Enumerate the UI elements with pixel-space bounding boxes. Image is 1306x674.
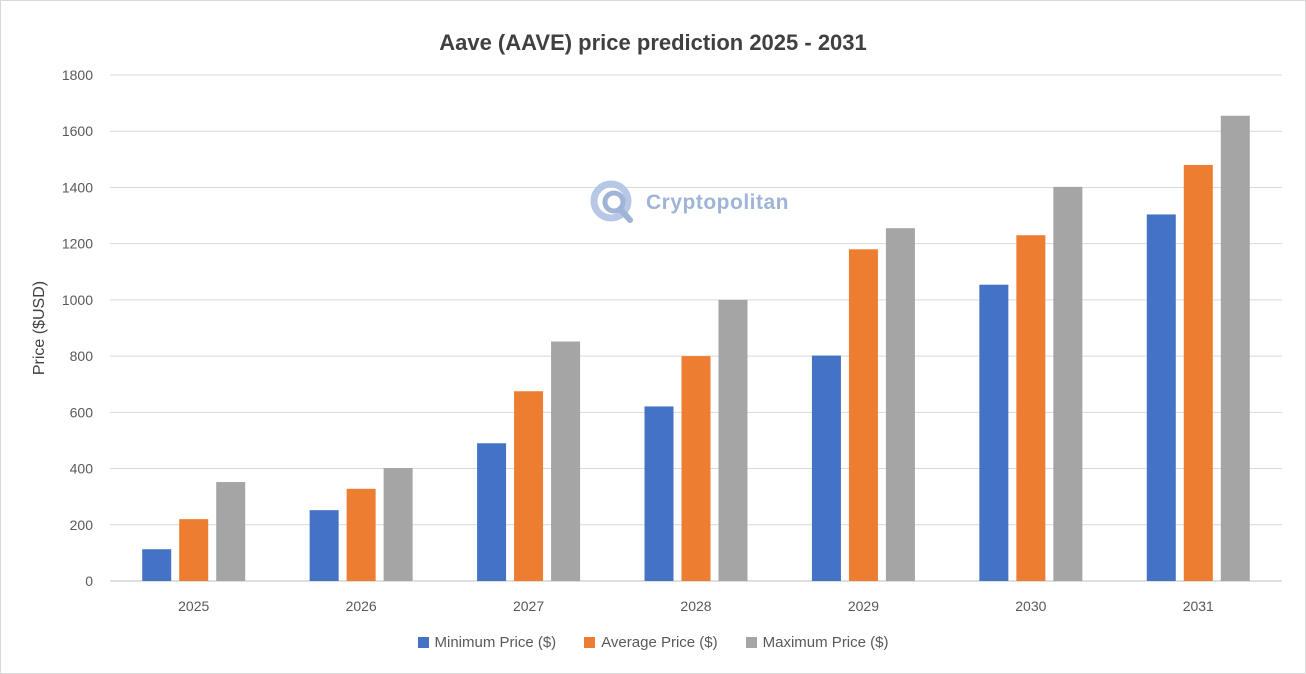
legend-swatch (745, 637, 757, 648)
x-tick-label: 2030 (1015, 598, 1046, 614)
bars (142, 115, 1250, 582)
bar-2029-0 (811, 355, 841, 581)
y-tick-label: 800 (70, 348, 94, 364)
legend-swatch (417, 637, 429, 648)
bar-2031-1 (1183, 164, 1213, 581)
bar-2030-2 (1053, 186, 1083, 582)
chart-title: Aave (AAVE) price prediction 2025 - 2031 (439, 30, 867, 55)
y-tick-labels: 0 200 400 600 800 1000 1200 1400 1600 1800 (62, 67, 93, 589)
bar-2026-0 (309, 510, 339, 581)
legend-item: Minimum Price ($) (417, 634, 557, 651)
y-tick-label: 200 (70, 517, 94, 533)
y-tick-label: 1000 (62, 292, 93, 308)
bar-2026-1 (346, 488, 376, 581)
y-tick-label: 1200 (62, 236, 93, 252)
cryptopolitan-logo-icon (590, 180, 633, 223)
x-tick-label: 2027 (513, 598, 544, 614)
bar-2030-0 (979, 284, 1009, 581)
bar-2025-2 (216, 482, 246, 581)
x-tick-label: 2028 (680, 598, 711, 614)
bar-2025-0 (142, 549, 172, 581)
legend-label: Maximum Price ($) (762, 634, 889, 651)
legend-item: Average Price ($) (584, 634, 718, 651)
watermark: Cryptopolitan (590, 180, 789, 226)
legend-swatch (584, 637, 596, 648)
bar-2031-0 (1146, 214, 1176, 582)
bar-2026-2 (383, 467, 413, 581)
bar-2028-2 (718, 299, 748, 581)
y-tick-label: 1400 (62, 179, 93, 195)
y-tick-label: 600 (70, 404, 94, 420)
x-tick-label: 2025 (178, 598, 209, 614)
x-tick-label: 2029 (848, 598, 879, 614)
x-tick-label: 2026 (346, 598, 377, 614)
bar-2029-1 (848, 249, 878, 582)
watermark-text: Cryptopolitan (646, 191, 789, 214)
bar-2028-0 (644, 406, 674, 581)
x-tick-labels: 2025 2026 2027 2028 2029 2030 2031 (178, 598, 1214, 614)
y-tick-label: 0 (85, 573, 93, 589)
legend-item: Maximum Price ($) (745, 634, 889, 651)
bar-2027-0 (477, 443, 507, 581)
y-tick-label: 400 (70, 461, 94, 477)
x-tick-label: 2031 (1183, 598, 1214, 614)
bar-2027-2 (551, 341, 581, 581)
bar-2027-1 (514, 391, 544, 581)
bar-2028-1 (681, 356, 711, 581)
y-tick-label: 1600 (62, 123, 93, 139)
bar-2031-2 (1220, 115, 1250, 581)
legend-label: Average Price ($) (601, 634, 718, 651)
legend: Minimum Price ($) Average Price ($) Maximu… (0, 634, 1306, 651)
bar-2030-1 (1016, 235, 1046, 581)
bar-2025-1 (179, 519, 209, 581)
bar-2029-2 (885, 228, 915, 581)
y-tick-label: 1800 (62, 67, 93, 83)
legend-label: Minimum Price ($) (434, 634, 557, 651)
